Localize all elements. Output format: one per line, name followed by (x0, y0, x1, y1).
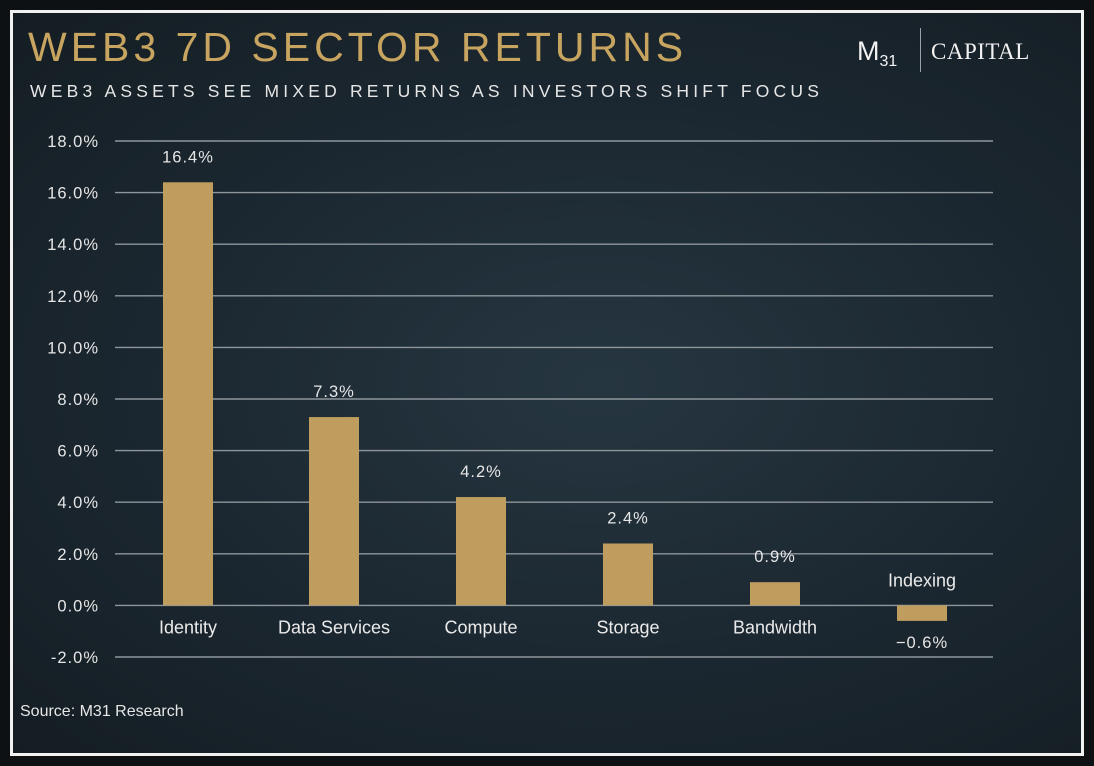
category-label: Identity (159, 617, 217, 637)
logo-divider (920, 28, 921, 72)
y-tick-label: 16.0% (47, 185, 99, 203)
y-tick-label: -2.0% (51, 649, 99, 667)
category-label: Indexing (888, 570, 956, 590)
bar-data-services (309, 417, 359, 606)
logo-subscript: 31 (879, 53, 898, 70)
y-tick-label: 14.0% (47, 236, 99, 254)
bar-indexing (897, 605, 947, 621)
data-label: 16.4% (162, 148, 214, 166)
source-note: Source: M31 Research (20, 703, 184, 720)
chart-subtitle: WEB3 ASSETS SEE MIXED RETURNS AS INVESTO… (30, 81, 824, 101)
y-tick-label: 10.0% (47, 339, 99, 357)
grid-layer (115, 140, 993, 658)
bar-identity (163, 182, 213, 606)
bar-bandwidth (750, 582, 800, 606)
y-tick-label: 6.0% (57, 443, 99, 461)
y-tick-label: 0.0% (57, 597, 99, 615)
y-tick-label: 4.0% (57, 494, 99, 512)
category-label: Bandwidth (733, 617, 817, 637)
data-label: −0.6% (896, 634, 948, 652)
y-tick-label: 18.0% (47, 133, 99, 151)
logo-wordmark: CAPITAL (931, 39, 1030, 64)
y-axis-tick-labels: 18.0% 16.0% 14.0% 12.0% 10.0% 8.0% 6.0% 4.0% 2.0… (47, 133, 99, 667)
bars (163, 182, 947, 621)
data-label: 7.3% (313, 383, 355, 401)
bar-compute (456, 497, 506, 606)
data-label: 4.2% (460, 463, 502, 481)
y-tick-label: 8.0% (57, 391, 99, 409)
y-tick-label: 12.0% (47, 288, 99, 306)
category-label: Storage (596, 617, 659, 637)
category-label: Compute (444, 617, 517, 637)
bar-storage (603, 543, 653, 606)
chart-title: WEB3 7D SECTOR RETURNS (28, 24, 688, 70)
y-tick-label: 2.0% (57, 546, 99, 564)
logo-mark: M31 (857, 36, 897, 71)
category-label: Data Services (278, 617, 390, 637)
data-label: 2.4% (607, 509, 649, 527)
data-labels: 16.4% 7.3% 4.2% 2.4% 0.9% −0.6% (162, 148, 948, 652)
data-label: 0.9% (754, 548, 796, 566)
logo-letter: M (857, 36, 880, 66)
category-labels: Identity Data Services Compute Storage Bandw… (159, 570, 956, 637)
